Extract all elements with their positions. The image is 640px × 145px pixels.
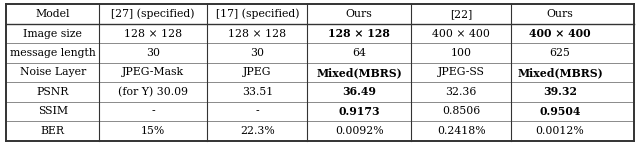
Text: JPEG-Mask: JPEG-Mask — [122, 68, 184, 77]
Text: 400 × 400: 400 × 400 — [432, 29, 490, 39]
Text: Ours: Ours — [346, 9, 372, 19]
Text: Mixed(MBRS): Mixed(MBRS) — [316, 67, 402, 78]
Text: PSNR: PSNR — [36, 87, 69, 97]
Text: 30: 30 — [250, 48, 264, 58]
Text: Image size: Image size — [24, 29, 83, 39]
Text: SSIM: SSIM — [38, 106, 68, 116]
Text: 128 × 128: 128 × 128 — [228, 29, 286, 39]
Text: Ours: Ours — [547, 9, 573, 19]
Text: 22.3%: 22.3% — [240, 126, 275, 136]
Text: Model: Model — [36, 9, 70, 19]
Text: (for Y) 30.09: (for Y) 30.09 — [118, 87, 188, 97]
Text: 128 × 128: 128 × 128 — [124, 29, 182, 39]
Text: 0.0012%: 0.0012% — [536, 126, 584, 136]
Text: 0.2418%: 0.2418% — [437, 126, 485, 136]
Text: [22]: [22] — [450, 9, 472, 19]
Text: 0.8506: 0.8506 — [442, 106, 480, 116]
Text: [17] (specified): [17] (specified) — [216, 9, 299, 19]
Text: JPEG-SS: JPEG-SS — [438, 68, 484, 77]
Text: 128 × 128: 128 × 128 — [328, 28, 390, 39]
Text: 0.9173: 0.9173 — [339, 106, 380, 117]
Text: 32.36: 32.36 — [445, 87, 477, 97]
Text: 400 × 400: 400 × 400 — [529, 28, 591, 39]
Text: [27] (specified): [27] (specified) — [111, 9, 195, 19]
Text: 64: 64 — [352, 48, 366, 58]
Text: message length: message length — [10, 48, 96, 58]
Text: JPEG: JPEG — [243, 68, 271, 77]
Text: BER: BER — [41, 126, 65, 136]
Text: 100: 100 — [451, 48, 472, 58]
Text: Noise Layer: Noise Layer — [20, 68, 86, 77]
Text: 36.49: 36.49 — [342, 86, 376, 97]
Text: 33.51: 33.51 — [242, 87, 273, 97]
Text: -: - — [255, 106, 259, 116]
Text: 30: 30 — [146, 48, 160, 58]
Text: Mixed(MBRS): Mixed(MBRS) — [517, 67, 603, 78]
Text: 39.32: 39.32 — [543, 86, 577, 97]
Text: -: - — [151, 106, 155, 116]
Text: 0.0092%: 0.0092% — [335, 126, 383, 136]
Text: 625: 625 — [550, 48, 570, 58]
Text: 15%: 15% — [141, 126, 165, 136]
Text: 0.9504: 0.9504 — [540, 106, 580, 117]
